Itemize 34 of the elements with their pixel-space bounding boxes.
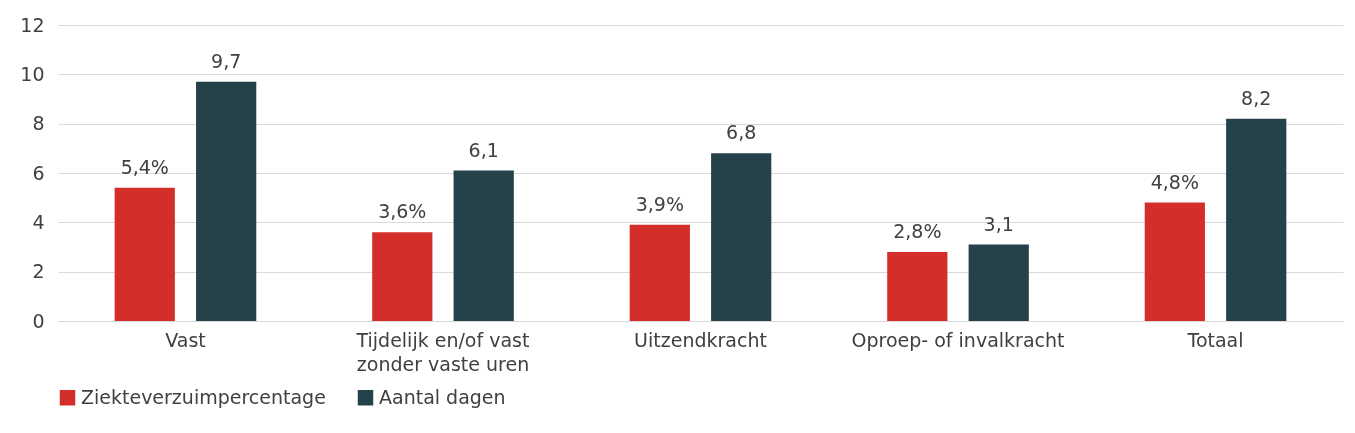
y-tick-label: 2 [32, 260, 45, 283]
data-label: 4,8% [1150, 170, 1199, 193]
x-tick-label: Vast [165, 328, 206, 351]
y-tick-label: 12 [20, 13, 45, 36]
data-label: 6,8 [726, 121, 757, 144]
bar [453, 170, 514, 321]
y-tick-label: 10 [20, 62, 45, 85]
bar [887, 251, 948, 321]
data-label: 8,2 [1241, 86, 1272, 109]
legend-label: Aantal dagen [379, 385, 506, 408]
data-label: 5,4% [120, 155, 169, 178]
data-label: 3,6% [378, 200, 427, 223]
data-label: 6,1 [468, 138, 499, 161]
x-tick-label: Tijdelijk en/of vast zonder vaste uren [355, 328, 530, 375]
x-tick-label: Uitzendkracht [634, 328, 767, 351]
y-tick-label: 4 [32, 210, 45, 233]
legend-label: Ziekteverzuimpercentage [81, 385, 326, 408]
x-tick-label: Oproep- of invalkracht [851, 328, 1065, 351]
y-tick-label: 8 [32, 112, 45, 135]
y-tick-label: 6 [32, 161, 45, 184]
data-label: 3,1 [983, 212, 1014, 235]
data-label: 2,8% [893, 219, 942, 242]
y-tick-label: 0 [32, 309, 45, 332]
bar [711, 153, 772, 321]
bar [114, 187, 175, 321]
x-tick-label: Totaal [1186, 328, 1244, 351]
bar [968, 244, 1029, 321]
bar [196, 81, 257, 321]
data-label: 3,9% [635, 192, 684, 215]
bar [372, 232, 433, 321]
bar [1226, 118, 1287, 321]
bar [629, 224, 690, 321]
bar [1144, 202, 1205, 321]
data-label: 9,7 [211, 49, 242, 72]
